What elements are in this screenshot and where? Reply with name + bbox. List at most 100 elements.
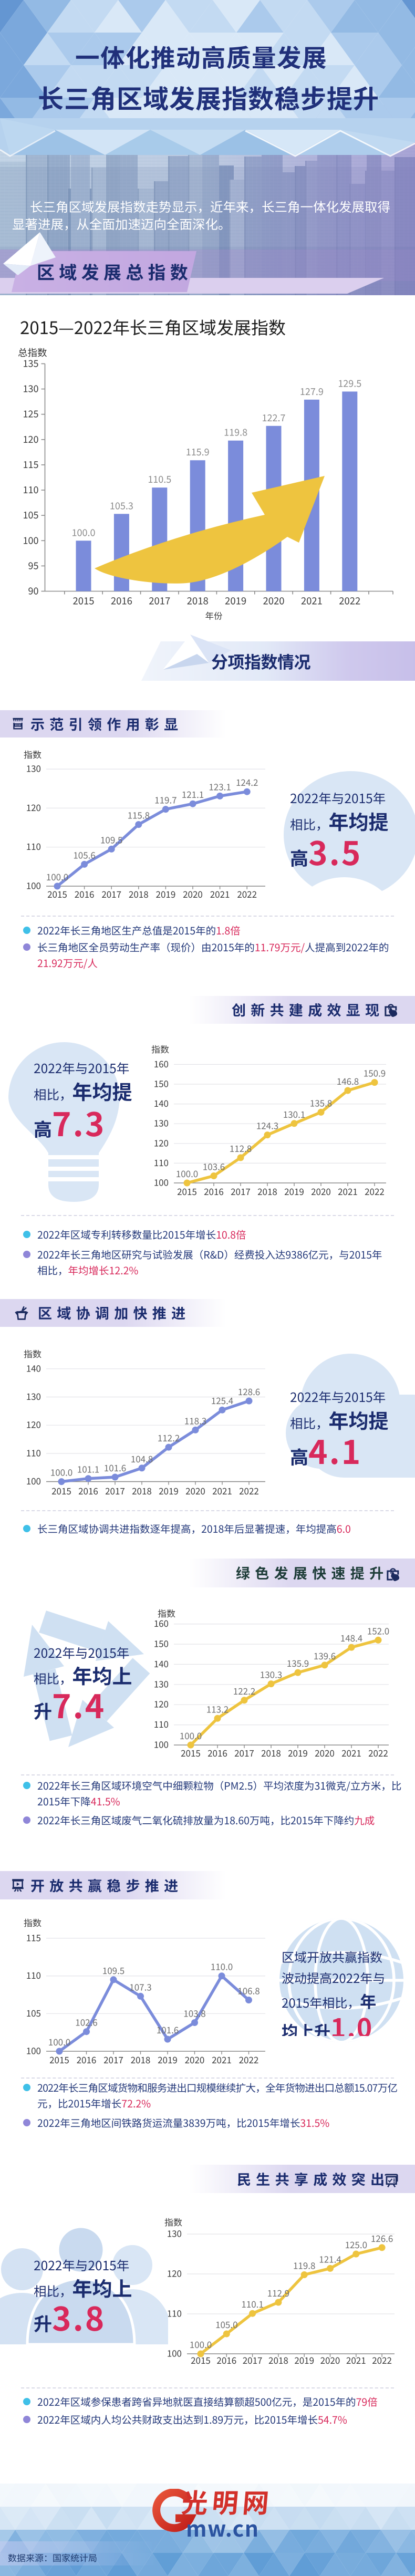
svg-text:119.8: 119.8 (293, 2259, 315, 2272)
svg-text:110: 110 (23, 483, 39, 496)
svg-text:102.6: 102.6 (75, 2016, 97, 2029)
svg-text:110.0: 110.0 (211, 1960, 233, 1973)
svg-text:2015: 2015 (72, 594, 94, 608)
svg-text:2022: 2022 (239, 2053, 259, 2066)
svg-text:2022: 2022 (365, 1185, 385, 1198)
svg-text:2017: 2017 (231, 1185, 251, 1198)
svg-text:100.0: 100.0 (180, 1729, 202, 1742)
svg-text:指数: 指数 (24, 1347, 42, 1360)
svg-text:100: 100 (26, 879, 41, 892)
svg-text:115: 115 (23, 458, 39, 471)
svg-text:2017: 2017 (105, 1484, 125, 1497)
svg-text:2015: 2015 (49, 2053, 69, 2066)
svg-text:指数: 指数 (24, 1917, 42, 1929)
svg-text:125.0: 125.0 (345, 2238, 367, 2251)
svg-text:2021: 2021 (338, 1185, 358, 1198)
svg-text:110: 110 (26, 839, 41, 853)
svg-text:2022: 2022 (339, 594, 360, 608)
svg-text:135.9: 135.9 (287, 1656, 309, 1669)
svg-text:127.9: 127.9 (300, 385, 324, 398)
svg-text:2017: 2017 (103, 2053, 123, 2066)
svg-text:2016: 2016 (78, 1484, 98, 1497)
svg-text:100: 100 (26, 1474, 41, 1487)
svg-text:152.0: 152.0 (367, 1624, 389, 1637)
svg-text:指数: 指数 (151, 1042, 169, 1055)
svg-text:90: 90 (28, 584, 39, 598)
svg-text:2021: 2021 (210, 887, 230, 900)
svg-text:2020: 2020 (263, 594, 284, 608)
svg-text:135.8: 135.8 (310, 1096, 332, 1109)
svg-text:124.2: 124.2 (236, 775, 258, 788)
svg-text:120: 120 (23, 432, 39, 446)
svg-text:101.1: 101.1 (77, 1462, 99, 1476)
svg-text:2018: 2018 (131, 2053, 151, 2066)
svg-text:119.8: 119.8 (224, 425, 247, 439)
svg-text:130: 130 (154, 1677, 169, 1690)
svg-text:115.8: 115.8 (128, 808, 150, 822)
svg-text:2018: 2018 (132, 1484, 152, 1497)
svg-text:112.2: 112.2 (158, 1431, 180, 1444)
svg-text:2022: 2022 (368, 1746, 388, 1759)
svg-text:160: 160 (154, 1616, 169, 1629)
svg-text:113.2: 113.2 (206, 1702, 229, 1715)
svg-text:2020: 2020 (311, 1185, 331, 1198)
svg-text:140: 140 (154, 1657, 169, 1670)
svg-text:121.1: 121.1 (182, 787, 204, 801)
svg-text:2020: 2020 (185, 1484, 205, 1497)
svg-text:135: 135 (23, 356, 39, 370)
svg-text:112.9: 112.9 (267, 2286, 289, 2299)
svg-text:2020: 2020 (185, 2053, 205, 2066)
svg-text:101.6: 101.6 (104, 1461, 126, 1474)
svg-text:118.3: 118.3 (184, 1414, 206, 1427)
svg-text:2018: 2018 (129, 887, 149, 900)
svg-text:130: 130 (167, 2227, 182, 2240)
svg-text:109.5: 109.5 (100, 833, 122, 846)
svg-text:115.9: 115.9 (186, 445, 210, 459)
svg-text:130: 130 (154, 1116, 169, 1129)
svg-text:2015: 2015 (177, 1185, 197, 1198)
svg-text:140: 140 (26, 1361, 41, 1374)
svg-text:109.5: 109.5 (102, 1964, 124, 1977)
svg-text:124.3: 124.3 (256, 1119, 278, 1132)
svg-text:110.1: 110.1 (241, 2297, 263, 2310)
svg-text:121.4: 121.4 (319, 2252, 341, 2265)
svg-text:150.9: 150.9 (364, 1066, 386, 1079)
svg-text:100: 100 (167, 2346, 182, 2360)
svg-text:123.1: 123.1 (209, 780, 231, 793)
svg-text:2015—2022年长三角区域发展指数: 2015—2022年长三角区域发展指数 (20, 314, 286, 339)
svg-text:110: 110 (154, 1156, 169, 1169)
svg-text:130.1: 130.1 (283, 1107, 305, 1120)
svg-text:107.3: 107.3 (129, 1980, 151, 1993)
svg-text:101.6: 101.6 (157, 2023, 179, 2036)
svg-text:2018: 2018 (257, 1185, 277, 1198)
svg-text:2022: 2022 (237, 887, 257, 900)
svg-text:110: 110 (154, 1717, 169, 1730)
svg-text:140: 140 (154, 1096, 169, 1109)
svg-text:2019: 2019 (284, 1185, 304, 1198)
svg-text:150: 150 (154, 1637, 169, 1650)
svg-text:2021: 2021 (341, 1746, 361, 1759)
svg-text:105.6: 105.6 (73, 848, 95, 861)
svg-text:130: 130 (26, 1389, 41, 1403)
svg-text:110: 110 (26, 1968, 41, 1981)
svg-text:130.3: 130.3 (260, 1668, 282, 1681)
svg-text:103.8: 103.8 (183, 2007, 205, 2020)
svg-text:125.4: 125.4 (211, 1394, 233, 1407)
svg-text:126.6: 126.6 (371, 2231, 393, 2245)
svg-text:106.8: 106.8 (237, 1984, 260, 1997)
svg-text:105: 105 (23, 508, 39, 522)
svg-text:2019: 2019 (158, 2053, 178, 2066)
svg-text:160: 160 (154, 1057, 169, 1070)
svg-text:120: 120 (154, 1136, 169, 1149)
svg-text:2018: 2018 (268, 2353, 288, 2366)
svg-text:146.8: 146.8 (337, 1074, 359, 1087)
svg-text:指数: 指数 (24, 747, 42, 761)
svg-text:2021: 2021 (301, 594, 323, 608)
svg-text:总指数: 总指数 (18, 346, 47, 359)
svg-text:指数: 指数 (158, 1606, 175, 1619)
svg-text:104.8: 104.8 (131, 1452, 153, 1465)
svg-text:2019: 2019 (156, 887, 176, 900)
svg-text:2016: 2016 (75, 887, 95, 900)
svg-text:122.7: 122.7 (262, 411, 286, 424)
svg-text:2021: 2021 (212, 1484, 232, 1497)
